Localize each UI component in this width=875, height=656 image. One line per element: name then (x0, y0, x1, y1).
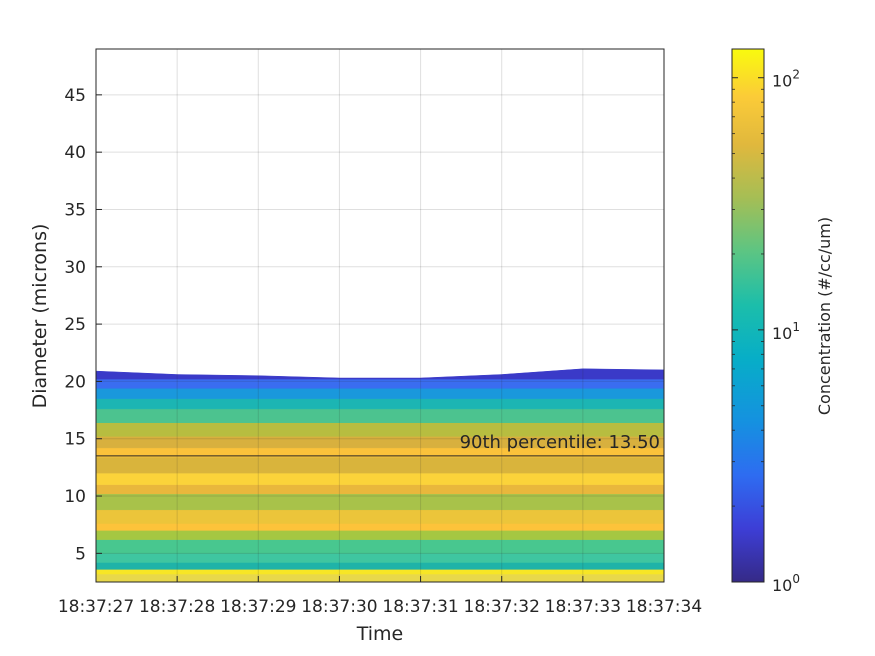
contour-band (96, 509, 664, 524)
percentile-label: 90th percentile: 13.50 (460, 432, 660, 453)
grid (95, 49, 665, 582)
colorbar-label: Concentration (#/cc/um) (815, 217, 834, 415)
contour-band (96, 456, 664, 474)
x-axis-label: Time (356, 623, 404, 645)
contour-band (96, 388, 664, 399)
x-tick-label: 18:37:30 (301, 597, 377, 617)
x-tick-label: 18:37:31 (382, 597, 458, 617)
contour-band (96, 484, 664, 494)
x-tick-labels: 18:37:27 18:37:28 18:37:29 18:37:30 18:37:31… (58, 597, 702, 617)
colorbar (731, 48, 765, 583)
contour-band (96, 523, 664, 531)
y-tick-label: 15 (64, 430, 86, 450)
contour-band (96, 408, 664, 423)
contour-band (96, 573, 664, 582)
contour-band (96, 378, 664, 389)
y-tick-label: 35 (64, 200, 86, 220)
contour-band (96, 569, 664, 575)
colorbar-ticks: 100 101 102 (732, 68, 800, 595)
contour-band (96, 553, 664, 563)
axes-box (95, 48, 665, 583)
x-tick-label: 18:37:28 (139, 597, 215, 617)
x-tick-label: 18:37:27 (58, 597, 134, 617)
contour-bands (96, 368, 664, 582)
y-tick-label: 40 (64, 143, 86, 163)
y-tick-label: 45 (64, 86, 86, 106)
y-axis-label: Diameter (microns) (29, 224, 51, 409)
y-tick-label: 5 (75, 544, 86, 564)
x-tick-label: 18:37:32 (464, 597, 540, 617)
colorbar-tick-label: 101 (772, 320, 800, 343)
contour-band (96, 530, 664, 540)
colorbar-tick-label: 100 (772, 572, 800, 595)
contour-band (96, 398, 664, 410)
y-tick-label: 25 (64, 315, 86, 335)
contour-band (96, 472, 664, 485)
y-tick-label: 10 (64, 487, 86, 507)
contour-band (96, 539, 664, 554)
y-tick-label: 20 (64, 372, 86, 392)
x-tick-label: 18:37:29 (220, 597, 296, 617)
y-tick-label: 30 (64, 258, 86, 278)
x-tick-label: 18:37:34 (626, 597, 702, 617)
colorbar-tick-label: 102 (772, 68, 800, 91)
y-tick-labels: 5 10 15 20 25 30 35 40 45 (64, 86, 86, 564)
contour-band (96, 368, 664, 380)
x-tick-label: 18:37:33 (545, 597, 621, 617)
contour-band (96, 562, 664, 570)
